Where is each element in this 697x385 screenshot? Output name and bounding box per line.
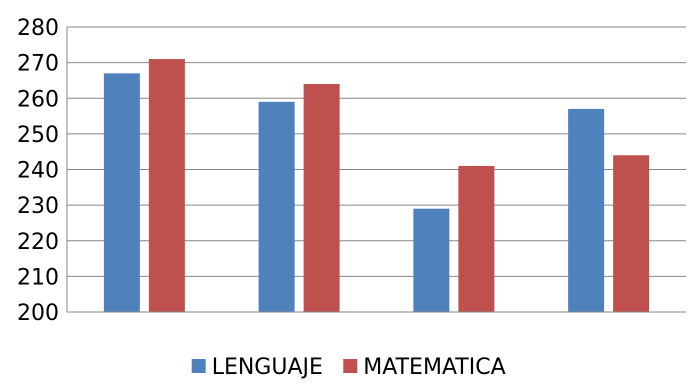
y-tick-label: 260 [17,87,59,112]
y-tick-label: 280 [17,16,59,41]
y-tick-label: 250 [17,123,59,148]
axes [66,27,686,313]
bars [103,59,650,312]
legend-item-lenguaje: LENGUAJE [191,355,323,380]
bar-matematica [148,59,185,312]
bar-matematica [613,155,650,312]
legend: LENGUAJE MATEMATICA [191,355,506,380]
y-tick-label: 220 [17,230,59,255]
bar-matematica [303,84,340,312]
y-axis-tick-labels: 200 210 220 230 240 250 260 270 280 [17,16,59,326]
y-tick-label: 240 [17,159,59,184]
legend-item-matematica: MATEMATICA [343,355,506,380]
bar-lenguaje [568,108,605,312]
legend-swatch [191,359,206,373]
legend-swatch [343,359,358,373]
y-tick-label: 230 [17,194,59,219]
bar-lenguaje [413,208,450,312]
bar-matematica [458,165,495,312]
bar-lenguaje [258,101,295,312]
y-tick-label: 210 [17,265,59,290]
legend-label: MATEMATICA [363,355,505,380]
legend-label: LENGUAJE [212,355,323,380]
bar-lenguaje [103,73,140,312]
y-tick-label: 200 [17,301,59,326]
y-tick-label: 270 [17,52,59,77]
